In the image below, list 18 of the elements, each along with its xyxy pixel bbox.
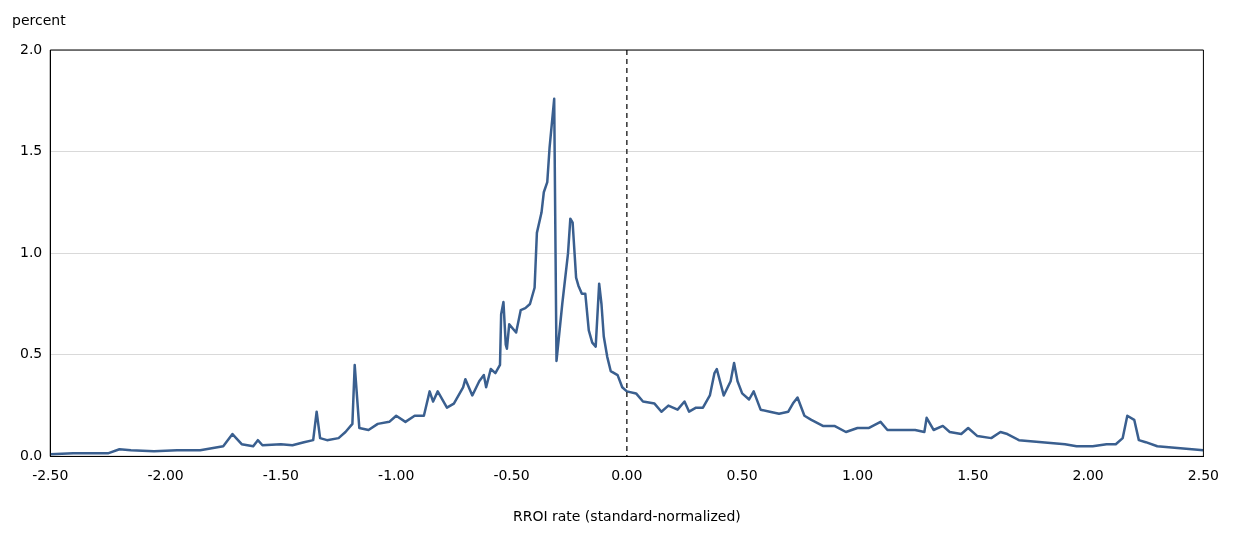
x-tick-label: 0.00 xyxy=(611,467,643,484)
y-tick-label: 1.0 xyxy=(20,243,43,260)
y-tick-label: 0.0 xyxy=(20,447,43,464)
y-tick-label: 1.5 xyxy=(20,142,43,159)
y-tick-label: 0.5 xyxy=(20,345,43,362)
x-axis-title: RROI rate (standard-normalized) xyxy=(512,508,741,525)
x-tick-label: -0.50 xyxy=(493,467,530,484)
x-tick-label: 2.50 xyxy=(1187,467,1219,484)
y-axis-title: percent xyxy=(12,12,66,28)
y-tick-label: 2.0 xyxy=(20,40,43,57)
x-tick-label: 0.50 xyxy=(726,467,758,484)
x-tick-label: 1.50 xyxy=(957,467,989,484)
x-tick-label: -1.50 xyxy=(262,467,300,484)
x-tick-label: -2.50 xyxy=(32,467,69,484)
x-tick-label: 1.00 xyxy=(841,467,874,484)
x-tick-label: -1.00 xyxy=(378,467,415,484)
x-tick-label: 2.00 xyxy=(1072,467,1104,484)
x-tick-label: -2.00 xyxy=(147,467,184,484)
